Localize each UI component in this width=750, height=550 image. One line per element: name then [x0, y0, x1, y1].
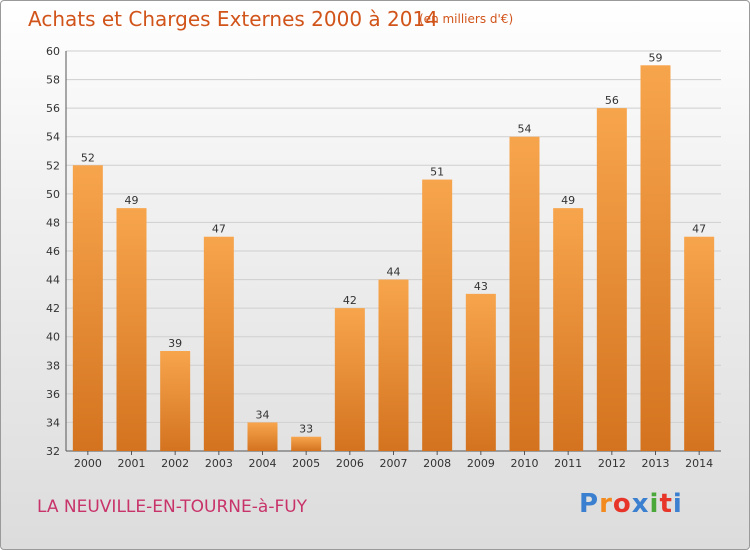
- y-tick-label: 42: [46, 302, 60, 315]
- data-label-2012: 56: [605, 94, 619, 107]
- x-tick-label-2007: 2007: [380, 457, 408, 470]
- y-tick-label: 32: [46, 445, 60, 458]
- data-label-2014: 47: [692, 223, 706, 236]
- data-label-2007: 44: [387, 266, 401, 279]
- data-label-2003: 47: [212, 223, 226, 236]
- logo-letter: i: [672, 489, 683, 519]
- x-tick-label-2005: 2005: [292, 457, 320, 470]
- data-label-2005: 33: [299, 423, 313, 436]
- bar-2000: [72, 165, 103, 452]
- data-label-2006: 42: [343, 294, 357, 307]
- labels: 32 34 36 38 40 42 44 46 48 50 52 54 56 58 60 52 2000 49 20…: [46, 45, 713, 470]
- data-label-2010: 54: [518, 123, 532, 136]
- x-tick-label-2009: 2009: [467, 457, 495, 470]
- chart-title: Achats et Charges Externes 2000 à 2014: [28, 7, 438, 31]
- bar-2009: [465, 293, 496, 451]
- commune-name: LA NEUVILLE-EN-TOURNE-à-FUY: [37, 497, 308, 517]
- y-tick-label: 60: [46, 45, 60, 58]
- logo-letter: o: [612, 489, 632, 519]
- y-tick-label: 38: [46, 359, 60, 372]
- bar-2005: [291, 436, 322, 451]
- y-tick-label: 46: [46, 245, 60, 258]
- y-tick-label: 40: [46, 331, 60, 344]
- logo-letter: t: [659, 489, 673, 519]
- y-tick-label: 54: [46, 131, 60, 144]
- bar-2004: [247, 422, 278, 451]
- x-tick-label-2011: 2011: [554, 457, 582, 470]
- bar-2014: [684, 236, 715, 451]
- data-label-2000: 52: [81, 151, 95, 164]
- data-label-2004: 34: [256, 408, 270, 421]
- data-label-2008: 51: [430, 166, 444, 179]
- y-tick-label: 36: [46, 388, 60, 401]
- x-tick-label-2006: 2006: [336, 457, 364, 470]
- x-tick-label-2004: 2004: [249, 457, 277, 470]
- x-tick-label-2002: 2002: [161, 457, 189, 470]
- bar-2012: [596, 108, 627, 452]
- x-tick-label-2012: 2012: [598, 457, 626, 470]
- x-tick-label-2013: 2013: [642, 457, 670, 470]
- bar-2001: [116, 208, 147, 451]
- chart-subtitle: (en milliers d'€): [419, 12, 514, 26]
- x-tick-label-2008: 2008: [423, 457, 451, 470]
- x-tick-label-2000: 2000: [74, 457, 102, 470]
- bar-2010: [509, 136, 540, 451]
- logo-letter: x: [631, 489, 650, 519]
- data-label-2001: 49: [125, 194, 139, 207]
- bar-2003: [203, 236, 234, 451]
- y-tick-label: 58: [46, 74, 60, 87]
- logo-letter: i: [649, 489, 660, 519]
- x-tick-label-2010: 2010: [511, 457, 539, 470]
- data-label-2013: 59: [649, 51, 663, 64]
- bar-2007: [378, 279, 409, 451]
- y-tick-label: 50: [46, 188, 60, 201]
- logo-letter: r: [599, 489, 613, 519]
- bar-2002: [160, 351, 191, 451]
- x-tick-label-2003: 2003: [205, 457, 233, 470]
- bar-2006: [334, 308, 365, 451]
- proxiti-logo: Proxiti: [579, 489, 683, 519]
- x-tick-label-2014: 2014: [685, 457, 713, 470]
- y-tick-label: 34: [46, 416, 60, 429]
- y-tick-label: 48: [46, 216, 60, 229]
- x-tick-label-2001: 2001: [118, 457, 146, 470]
- logo-letter: P: [579, 489, 600, 519]
- data-label-2002: 39: [168, 337, 182, 350]
- bar-2011: [553, 208, 584, 451]
- y-tick-label: 56: [46, 102, 60, 115]
- y-tick-label: 52: [46, 159, 60, 172]
- y-tick-label: 44: [46, 274, 60, 287]
- bars: [72, 65, 715, 452]
- bar-2008: [422, 179, 453, 452]
- data-label-2011: 49: [561, 194, 575, 207]
- bar-2013: [640, 65, 671, 452]
- data-label-2009: 43: [474, 280, 488, 293]
